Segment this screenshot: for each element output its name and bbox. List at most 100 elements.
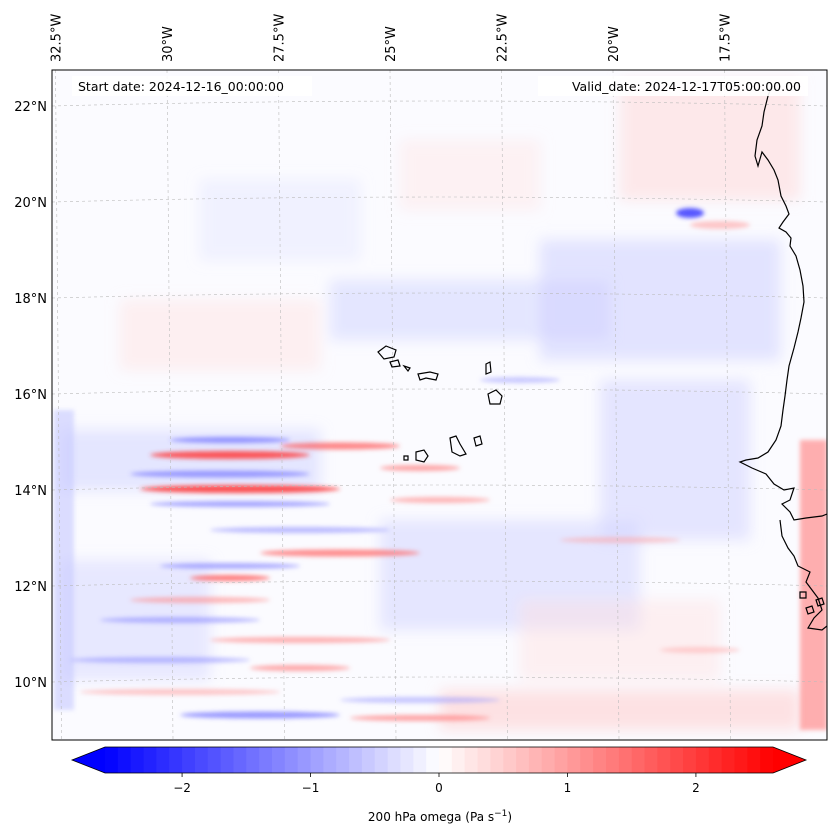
colorbar-cell [721,747,736,773]
colorbar-cell [439,747,453,773]
colorbar-cell [182,747,196,773]
colorbar-cell [259,747,273,773]
colorbar-cell [349,747,363,773]
africa-coastline [738,83,827,631]
lon-tick-label: 22.5°W [496,14,511,62]
edge-strip-right [800,440,827,730]
cape-verde-santo-antao [377,345,397,360]
start-date-label: Start date: 2024-12-16_00:00:00 [78,79,284,94]
cape-verde-santiago [449,435,467,457]
lon-gridline [612,70,620,740]
lon-gridline [278,70,285,740]
colorbar-cell [503,747,517,773]
bijagos-islands [799,591,825,615]
colorbar-tick-label: 2 [692,781,700,795]
lat-gridline [52,580,827,587]
colorbar-extend-min [72,747,105,773]
map-panel: 32.5°W 30°W 27.5°W 25°W 22.5°W 20°W 17.5°W 22°… [14,14,828,741]
omega-field [54,80,827,730]
valid-date-label: Valid_date: 2024-12-17T05:00:00.00 [572,79,801,94]
lat-gridline [52,100,827,107]
colorbar-cell [516,747,530,773]
colorbar-cell [207,747,222,773]
colorbar-cell [387,747,402,773]
colorbar-cell [580,747,594,773]
cape-verde-sao-nicolau [417,371,439,381]
lat-gridline [52,388,827,395]
lon-tick-label: 30°W [161,26,176,62]
colorbar-cell [567,747,581,773]
cape-verde-sao-vicente [389,359,401,368]
colorbar-cell [490,747,504,773]
colorbar-cell [130,747,145,773]
lon-tick-label: 25°W [384,26,399,62]
colorbar-cell [683,747,697,773]
colorbar-cell [464,747,479,773]
colorbar-cell [361,747,376,773]
colorbar-cell [284,747,299,773]
colorbar-cell [117,747,132,773]
lon-gridline [166,70,174,740]
colorbar-cell [310,747,324,773]
colorbar-cell [297,747,312,773]
valid-date-box [538,76,808,96]
cape-verde-brava [403,455,409,461]
lat-gridline [52,292,827,299]
colorbar-label: 200 hPa omega (Pa s−1) [368,809,512,824]
colorbar-tick-label: −2 [173,781,191,795]
colorbar-cell [156,747,170,773]
colorbar-cell [541,747,556,773]
lat-tick-label: 18°N [14,292,47,307]
cape-verde-maio [473,435,483,447]
colorbar-cell [246,747,260,773]
colorbar: −2 −1 0 1 2 200 hPa omega (Pa s−1) [70,746,808,824]
colorbar-cell [631,747,646,773]
lon-gridline [501,70,508,740]
colorbar-cell [400,747,414,773]
colorbar-outline [70,746,808,774]
colorbar-cell [760,747,774,773]
lat-tick-label: 16°N [14,388,47,403]
colorbar-extend-max [773,747,806,773]
colorbar-cell [323,747,337,773]
lon-tick-label: 27.5°W [273,14,288,62]
colorbar-cell [593,747,607,773]
lat-tick-label: 22°N [14,100,47,115]
colorbar-cell [695,747,710,773]
colorbar-cell [528,747,543,773]
colorbar-cell [657,747,671,773]
latitude-labels: 22°N 20°N 18°N 16°N 14°N 12°N 10°N [14,100,47,691]
colorbar-cell [426,747,440,773]
colorbar-cell [554,747,569,773]
colorbar-tick-label: 1 [564,781,572,795]
coastlines [377,83,827,631]
colorbar-cell [105,747,119,773]
lon-tick-label: 17.5°W [719,14,734,62]
lon-gridline [55,70,62,740]
colorbar-cell [618,747,633,773]
lon-tick-label: 32.5°W [50,14,65,62]
colorbar-cell [143,747,157,773]
lat-gridline [52,196,827,203]
colorbar-tick-label: −1 [302,781,320,795]
lat-tick-label: 14°N [14,484,47,499]
lon-gridline [389,70,397,740]
colorbar-cell [451,747,466,773]
colorbar-cell [747,747,761,773]
colorbar-cell [734,747,748,773]
lat-tick-label: 10°N [14,676,47,691]
colorbar-tick-label: 0 [435,781,443,795]
map-frame [51,69,828,741]
colorbar-cell [169,747,183,773]
cape-verde-sal [485,361,492,375]
cape-verde-boa-vista [487,389,503,405]
colorbar-cell [233,747,247,773]
colorbar-cell [670,747,684,773]
cape-verde-fogo [415,449,429,463]
colorbar-cell [606,747,620,773]
lat-tick-label: 12°N [14,580,47,595]
start-date-box [72,76,312,96]
edge-strip-left [54,410,74,710]
colorbar-ticks: −2 −1 0 1 2 [173,773,700,795]
